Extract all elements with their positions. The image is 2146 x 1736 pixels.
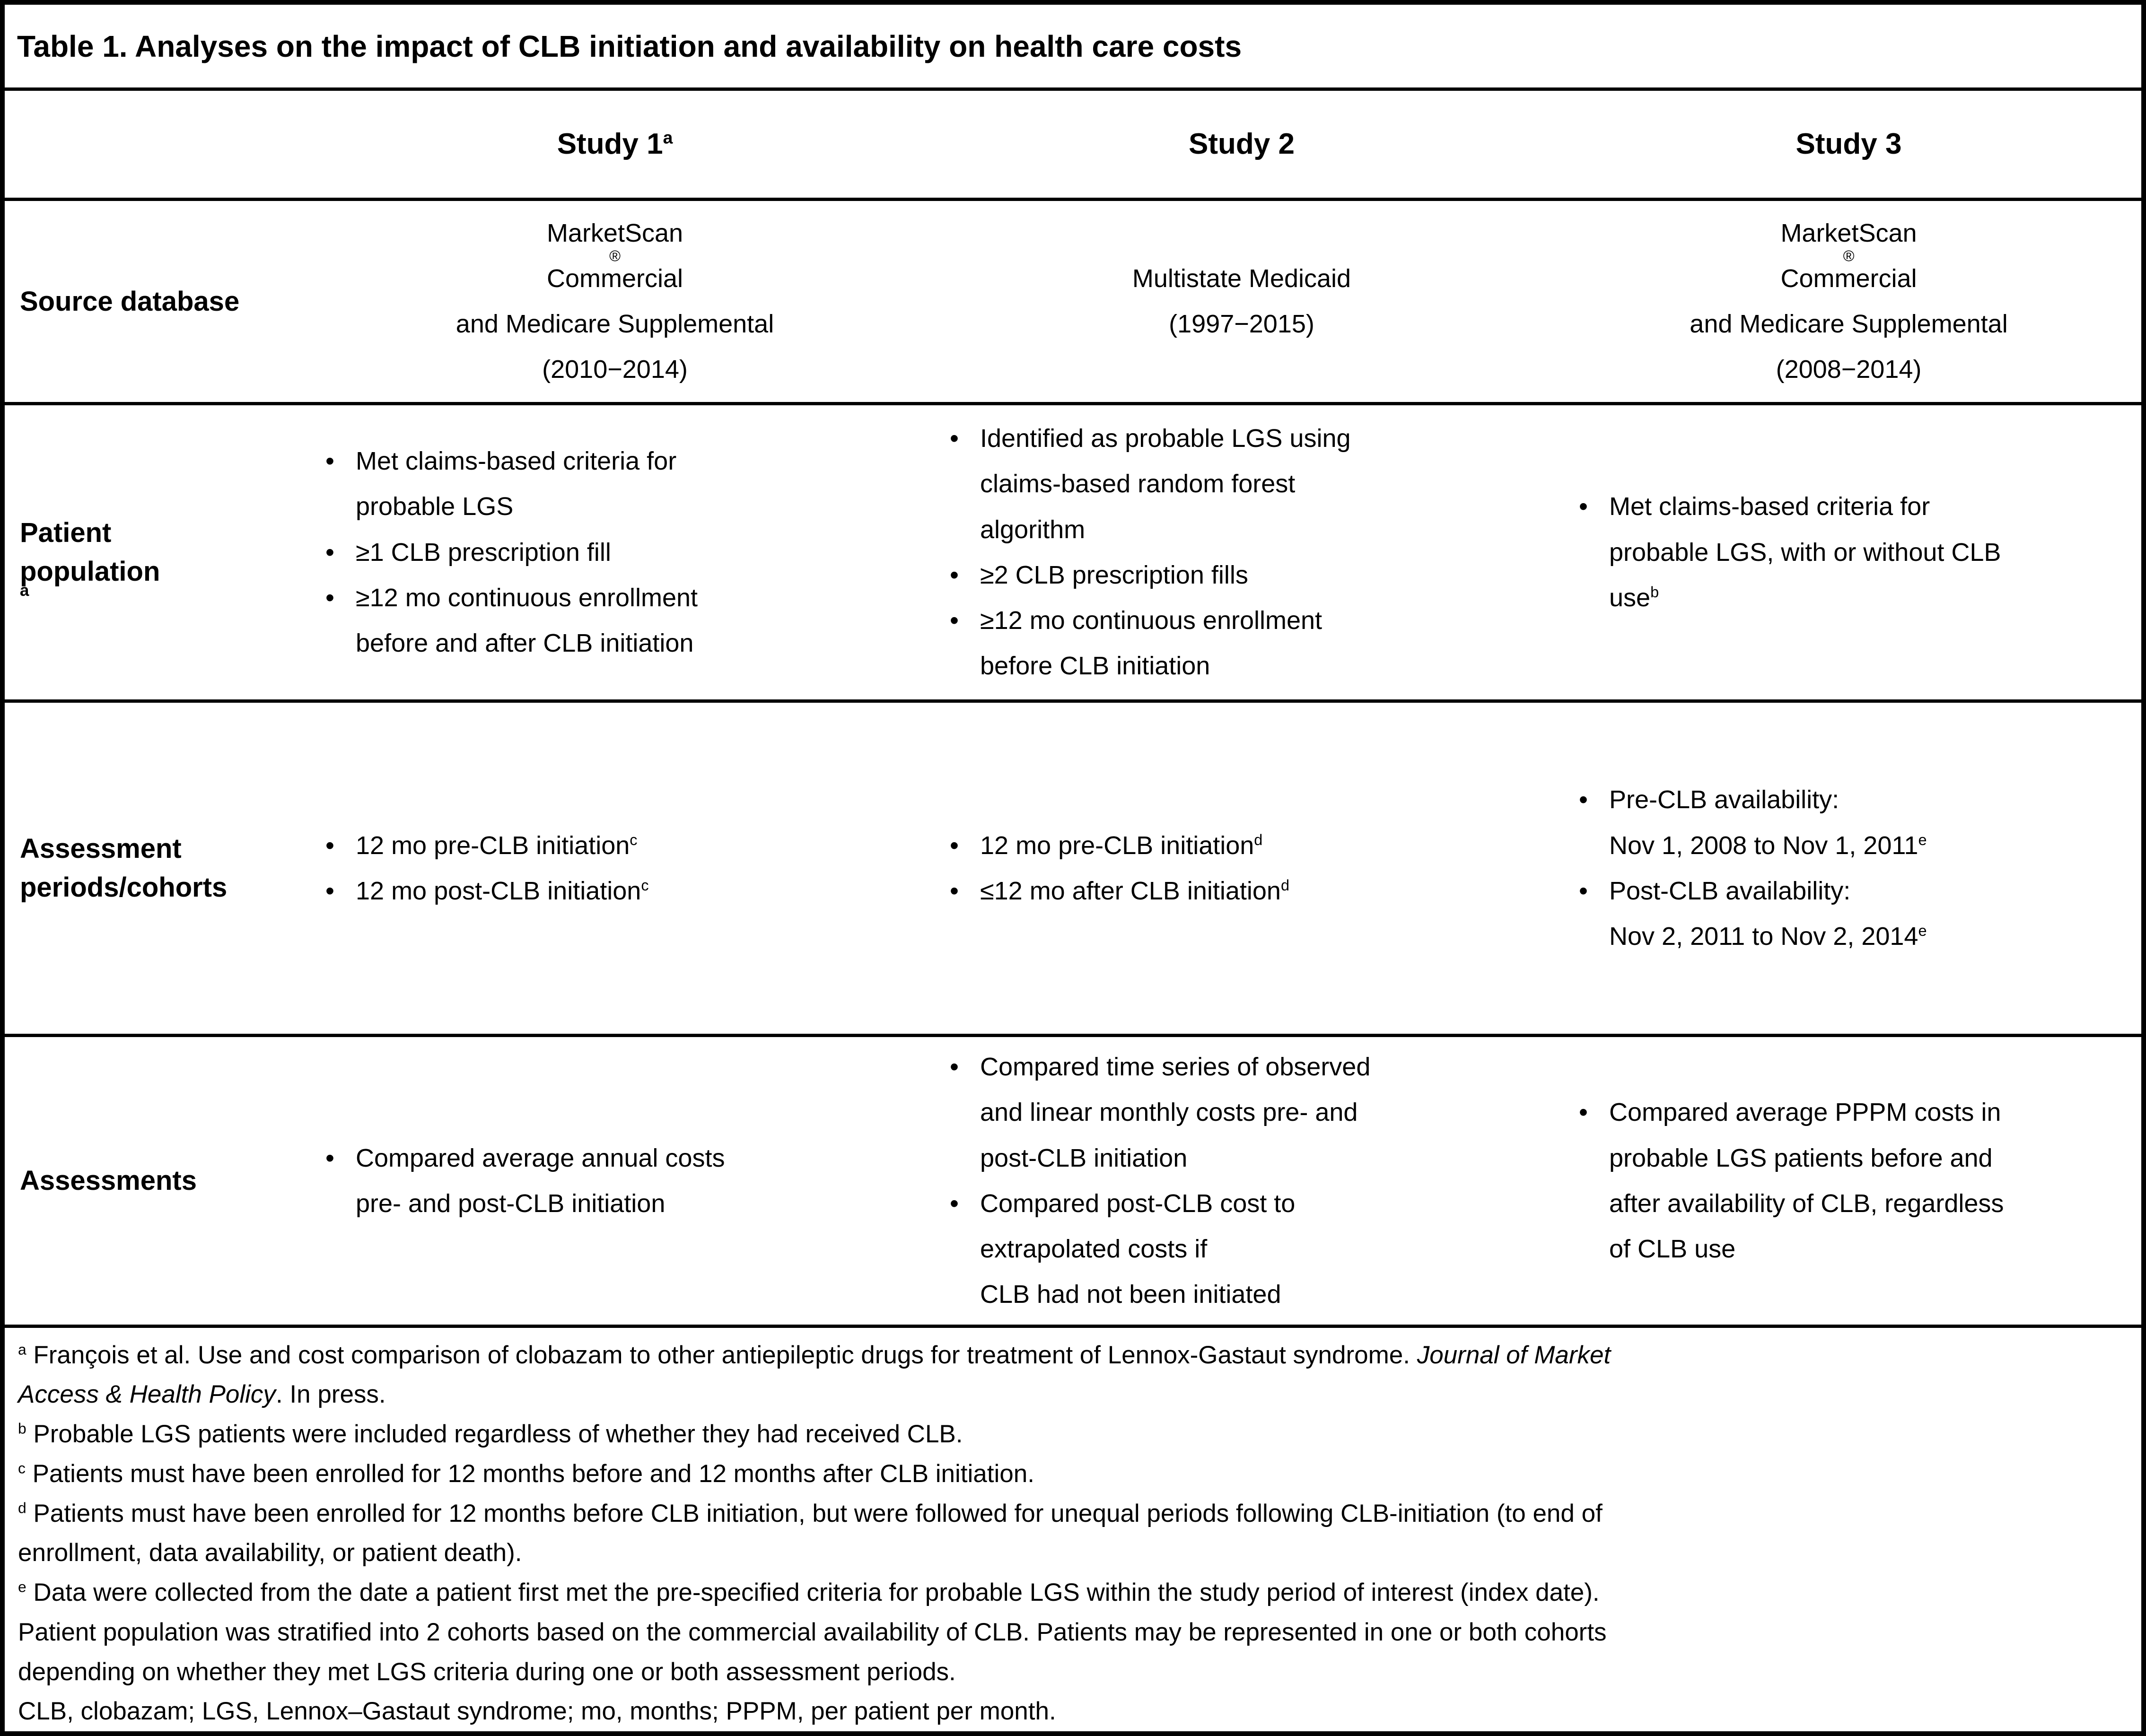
table-row-patient-population: Patient population a • Met claims-based crit… bbox=[5, 405, 2141, 703]
bullet-glyph: • bbox=[325, 538, 334, 567]
bullet-glyph: • bbox=[950, 424, 959, 453]
table-row-assessment-periods: Assessment periods/cohorts • 12 mo pre-CLB … bbox=[5, 703, 2141, 1037]
bullet-item: • ≥1 CLB prescription fill bbox=[325, 530, 916, 575]
bullet-text: Compared post-CLB cost to extrapolated co… bbox=[980, 1189, 1296, 1309]
footnote-e: e Data were collected from the date a pa… bbox=[18, 1578, 1607, 1686]
bullet-text: 12 mo post-CLB initiationc bbox=[356, 876, 649, 905]
table-cell-source-database-study-3: MarketScan ® Commercial and Medicare Suppl… bbox=[1690, 218, 2008, 384]
abbreviations-line: CLB, clobazam; LGS, Lennox–Gastaut syndr… bbox=[18, 1697, 1056, 1726]
footnote-c: c Patients must have been enrolled for 1… bbox=[18, 1459, 1034, 1488]
bullet-glyph: • bbox=[1579, 785, 1588, 814]
table-cell-assessments-study-2: • Compared time series of observed and lin… bbox=[927, 1037, 1556, 1325]
table-row-assessments: Assessments • Compared average annual cost… bbox=[5, 1037, 2141, 1328]
bullet-text: 12 mo pre-CLB initiationd bbox=[980, 831, 1263, 860]
bullet-text: ≥2 CLB prescription fills bbox=[980, 560, 1248, 589]
table-body: Source database MarketScan ® Commercial and… bbox=[5, 201, 2141, 1328]
footnote-marker: d bbox=[18, 1499, 26, 1516]
row-label: Patient population a bbox=[20, 517, 160, 600]
bullet-item: • Met claims-based criteria for probable L… bbox=[1579, 484, 2130, 620]
footnote-marker: e bbox=[18, 1578, 26, 1596]
bullet-text: Compared time series of observed and line… bbox=[980, 1053, 1371, 1172]
bullet-item: • 12 mo pre-CLB initiationc bbox=[325, 823, 916, 868]
bullet-text: Pre-CLB availability: Nov 1, 2008 to Nov … bbox=[1609, 785, 1927, 860]
table-cell-assessment-periods-study-2: • 12 mo pre-CLB initiationd • ≤12 mo after … bbox=[927, 703, 1556, 1034]
bullet-glyph: • bbox=[950, 876, 959, 905]
bullet-text: ≥1 CLB prescription fill bbox=[356, 538, 611, 567]
bullet-item: • Post-CLB availability: Nov 2, 2011 to No… bbox=[1579, 868, 2130, 959]
table-cell-assessment-periods-study-3: • Pre-CLB availability: Nov 1, 2008 to Nov… bbox=[1556, 703, 2141, 1034]
bullet-glyph: • bbox=[325, 1143, 334, 1172]
bullet-text: ≥12 mo continuous enrollment before CLB i… bbox=[980, 606, 1323, 680]
table-cell-patient-population-study-1: • Met claims-based criteria for probable L… bbox=[303, 405, 927, 699]
bullet-text: Post-CLB availability: Nov 2, 2011 to Nov… bbox=[1609, 876, 1927, 951]
bullet-glyph: • bbox=[1579, 492, 1588, 521]
table-cell-assessments-study-3: • Compared average PPPM costs in probable … bbox=[1556, 1037, 2141, 1325]
table-cell-source-database-study-1: MarketScan ® Commercial and Medicare Suppl… bbox=[455, 218, 774, 384]
bullet-glyph: • bbox=[1579, 1098, 1588, 1127]
bullet-text: Met claims-based criteria for probable LG… bbox=[356, 447, 677, 521]
bullet-glyph: • bbox=[325, 876, 334, 905]
bullet-item: • Identified as probable LGS using claims-… bbox=[950, 416, 1545, 552]
column-header-study-3: Study 3 bbox=[1796, 128, 1902, 161]
footnote-marker: b bbox=[18, 1420, 26, 1437]
table-cell-assessments-study-1: • Compared average annual costs pre- and p… bbox=[303, 1037, 927, 1325]
row-label: Source database bbox=[20, 286, 240, 317]
row-label: Assessment periods/cohorts bbox=[20, 833, 228, 903]
bullet-item: • ≥2 CLB prescription fills bbox=[950, 552, 1545, 598]
bullet-text: ≥12 mo continuous enrollment before and a… bbox=[356, 583, 698, 657]
bullet-text: ≤12 mo after CLB initiationd bbox=[980, 876, 1289, 905]
table-row-source-database: Source database MarketScan ® Commercial and… bbox=[5, 201, 2141, 405]
bullet-item: • Compared time series of observed and lin… bbox=[950, 1044, 1545, 1180]
footnotes-section: a François et al. Use and cost compariso… bbox=[5, 1328, 2141, 1731]
footnote-marker: c bbox=[18, 1459, 26, 1477]
bullet-item: • 12 mo pre-CLB initiationd bbox=[950, 823, 1545, 868]
bullet-text: Compared average PPPM costs in probable L… bbox=[1609, 1098, 2004, 1263]
table-header-row: Study 1a Study 2 Study 3 bbox=[5, 91, 2141, 201]
bullet-item: • Pre-CLB availability: Nov 1, 2008 to Nov… bbox=[1579, 777, 2130, 868]
bullet-text: 12 mo pre-CLB initiationc bbox=[356, 831, 638, 860]
table-cell-patient-population-study-2: • Identified as probable LGS using claims-… bbox=[927, 405, 1556, 699]
table-cell-patient-population-study-3: • Met claims-based criteria for probable L… bbox=[1556, 405, 2141, 699]
bullet-glyph: • bbox=[325, 583, 334, 612]
bullet-text: Met claims-based criteria for probable LG… bbox=[1609, 492, 2001, 612]
bullet-item: • Met claims-based criteria for probable L… bbox=[325, 438, 916, 529]
bullet-glyph: • bbox=[950, 606, 959, 635]
footnote-b: b Probable LGS patients were included re… bbox=[18, 1420, 963, 1448]
bullet-item: • ≤12 mo after CLB initiationd bbox=[950, 868, 1545, 914]
footnote-d: d Patients must have been enrolled for 1… bbox=[18, 1499, 1603, 1567]
table-cell-assessment-periods-study-1: • 12 mo pre-CLB initiationc • 12 mo post-CL… bbox=[303, 703, 927, 1034]
bullet-item: • Compared average annual costs pre- and p… bbox=[325, 1135, 916, 1226]
bullet-glyph: • bbox=[950, 560, 959, 589]
table-title: Table 1. Analyses on the impact of CLB i… bbox=[5, 5, 2141, 91]
bullet-item: • Compared average PPPM costs in probable … bbox=[1579, 1090, 2130, 1271]
table-cell-source-database-study-2: Multistate Medicaid (1997−2015) bbox=[1132, 264, 1351, 339]
bullet-item: • 12 mo post-CLB initiationc bbox=[325, 868, 916, 914]
bullet-item: • Compared post-CLB cost to extrapolated c… bbox=[950, 1181, 1545, 1317]
footnote-a: a François et al. Use and cost compariso… bbox=[18, 1341, 1611, 1409]
bullet-item: • ≥12 mo continuous enrollment before CLB … bbox=[950, 598, 1545, 689]
bullet-glyph: • bbox=[1579, 876, 1588, 905]
bullet-glyph: • bbox=[950, 1053, 959, 1082]
bullet-glyph: • bbox=[325, 831, 334, 860]
bullet-text: Compared average annual costs pre- and po… bbox=[356, 1143, 725, 1218]
bullet-glyph: • bbox=[325, 447, 334, 476]
bullet-item: • ≥12 mo continuous enrollment before and … bbox=[325, 575, 916, 666]
bullet-text: Identified as probable LGS using claims-b… bbox=[980, 424, 1351, 544]
bullet-glyph: • bbox=[950, 831, 959, 860]
column-header-study-1: Study 1a bbox=[557, 127, 673, 161]
row-label: Assessments bbox=[20, 1165, 197, 1196]
bullet-glyph: • bbox=[950, 1189, 959, 1218]
footnote-marker: a bbox=[18, 1341, 26, 1358]
column-header-study-2: Study 2 bbox=[1189, 128, 1295, 161]
